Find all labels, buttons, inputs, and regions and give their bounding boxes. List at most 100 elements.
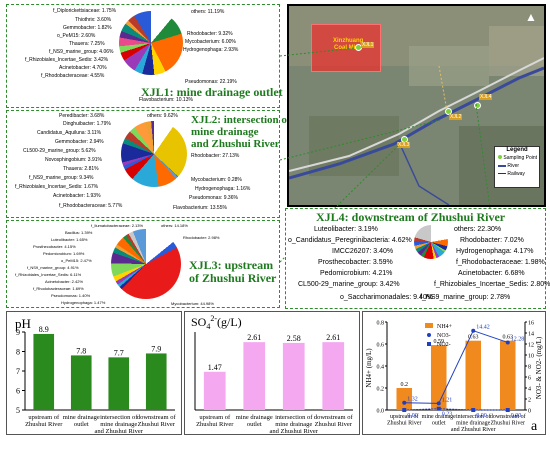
xjl3-label: Prosthecobacter: 4.15% (33, 244, 76, 249)
y-tick-label-left: 0.0 (377, 409, 385, 415)
xjl4-panel: XJL4: downstream of Zhushui River Luteol… (285, 208, 550, 309)
category-label: mine drainage (275, 421, 312, 428)
legend-label: NO2- (437, 342, 451, 348)
xjl2-label: Peredibacter: 3.68% (59, 113, 105, 119)
xjl1-label: f_Diplorickettsiaceae: 1.75% (53, 8, 117, 14)
category-label: upstream of (390, 413, 419, 420)
railway-line (289, 57, 544, 172)
nh4-bar (499, 340, 516, 410)
category-label: Zhushui River (491, 421, 526, 427)
no3-point (505, 340, 510, 345)
nh4-value-label: 0.2 (401, 382, 409, 388)
coal-mine-area (311, 24, 381, 72)
xjl4-label: o_Saccharimonadales: 9.40% (340, 294, 434, 301)
xjl2-label: f_Rhizobiales_Incertae_Sedis: 1.67% (15, 184, 99, 190)
nh4-bar (396, 388, 413, 410)
xjl1-label: Hydrogenophaga: 2.93% (183, 47, 239, 53)
bar-value-label: 7.9 (151, 344, 161, 353)
xjl1-label: others: 11.19% (191, 9, 225, 15)
xjl2-title: XJL2: intersection of mine drainage and … (191, 114, 291, 150)
category-label: intersection of (456, 413, 491, 420)
category-label: downstream of (490, 413, 526, 420)
xjl2-label: Mycobacterium: 0.28% (191, 177, 242, 183)
xjl1-label: f_NS9_marine_group: 4.06% (49, 49, 114, 55)
y-tick-label-right: 8 (528, 365, 531, 371)
y-tick-label-right: 0 (528, 409, 531, 415)
legend-item-railway: Railway (498, 171, 539, 177)
no3-value-label: 14.42 (476, 325, 490, 331)
xjl3-label: Mycobacterium: 44.98% (171, 301, 214, 306)
xjl2-label: Pseudomonas: 9.36% (189, 195, 238, 201)
category-label: mine drainage (422, 414, 456, 420)
xjl3-panel: f_Ilumatobacteraceae: 2.13% Bacillus: 1.… (6, 220, 280, 308)
no2-point (436, 406, 441, 411)
nh4-bar (430, 345, 447, 410)
y-tick-label-right: 16 (528, 321, 534, 327)
xjl2-title-line: mine drainage (191, 126, 259, 138)
xjl1-title: XJL1: mine drainage outlet (141, 85, 283, 99)
xjl3-title-line: XJL3: upstream (189, 258, 274, 272)
legend-swatch-nh4 (425, 323, 433, 328)
bar (322, 342, 345, 410)
xjl4-label: o_Candidatus_Peregrinibacteria: 4.62% (288, 237, 412, 244)
xjl4-label: f_Rhodobacteraceae: 1.98% (456, 259, 545, 266)
xjl4-label: Luteolibacter: 3.19% (314, 226, 378, 233)
y-tick-label-right: 4 (528, 387, 531, 393)
category-label: outlet (432, 421, 446, 427)
xjl2-label: Candidatus_Aquiluna: 3.11% (37, 130, 102, 136)
y-tick-label: 5 (16, 406, 20, 415)
xjl1-label: Pseudomonas: 22.19% (185, 79, 237, 85)
xjl1-label: Flavobacterium: 10.13% (139, 97, 193, 103)
xjl2-label: Acinetobacter: 1.93% (53, 193, 101, 199)
category-label: Zhushui River (138, 421, 176, 428)
bar (282, 342, 305, 410)
xjl3-label: Bacillus: 1.39% (65, 230, 93, 235)
category-label: upstream of (28, 414, 60, 421)
xjl1-label: Mycobacterium: 6.00% (185, 39, 236, 45)
xjl2-title-line: XJL2: intersection of (191, 114, 291, 126)
nitrogen-chart-panel: 0.0 0.2 0.4 0.6 0.8 0 2 4 6 8 10 12 14 16 NH4+ (mg/L) N… (362, 311, 546, 435)
bar (145, 353, 167, 410)
y-tick-label-left: 0.2 (377, 387, 385, 393)
panel-letter: a (531, 419, 538, 434)
xjl2-label: Hydrogenophaga: 1.16% (195, 186, 251, 192)
xjl2-label: Dinghuibacter: 1.79% (63, 121, 111, 127)
chart-title: SO42-(g/L) (191, 314, 242, 331)
y-tick-label: 9 (16, 328, 20, 337)
site-marker-xjl2 (445, 108, 452, 115)
north-arrow-icon: ▲ (525, 10, 537, 24)
xjl2-pie-chart (121, 121, 187, 187)
no2-value-label: 0.00 (407, 413, 418, 419)
no3-value-label: 12.28 (511, 336, 525, 342)
railway-icon (498, 173, 506, 175)
y-tick-label-right: 14 (528, 332, 534, 338)
bar-value-label: 7.8 (76, 346, 86, 355)
legend-label: River (507, 163, 520, 169)
xjl2-label: others: 9.62% (147, 113, 178, 119)
bar-value-label: 7.7 (114, 348, 124, 357)
no2-line (404, 408, 508, 411)
y-tick-label-right: 6 (528, 376, 531, 382)
bar-value-label: 8.9 (39, 325, 49, 334)
nh4-value-label: 0.63 (503, 335, 514, 341)
y-axis-label-left: NH4+ (mg/L) (365, 348, 373, 388)
no2-value-label: 0.23 (442, 412, 453, 418)
xjl3-label: f_NS9_marine_group: 4.91% (27, 265, 79, 270)
y-axis-label-right: NO3- & NO2- (mg/L) (535, 336, 543, 399)
legend-label: Sampling Point (503, 155, 538, 161)
xjl4-label: others: 22.30% (454, 226, 502, 233)
xjl2-label: f_NS9_marine_group: 9.34% (29, 175, 94, 181)
bar (108, 357, 130, 410)
connector-lines (279, 47, 491, 263)
river-line (289, 66, 544, 180)
category-label: downstream of (137, 414, 177, 421)
y-tick-label: 7 (16, 367, 20, 376)
no2-point (471, 408, 476, 412)
xjl1-panel: f_Diplorickettsiaceae: 1.75% Thiothrix: … (6, 4, 283, 108)
xjl3-label: others: 14.18% (161, 223, 188, 228)
xjl2-label: f_Rhodobacteraceae: 5.77% (59, 203, 123, 209)
xjl1-label: Thiothrix: 3.60% (75, 17, 112, 23)
xjl3-label: f_Ilumatobacteraceae: 2.13% (91, 223, 144, 228)
nh4-bar (465, 340, 482, 410)
